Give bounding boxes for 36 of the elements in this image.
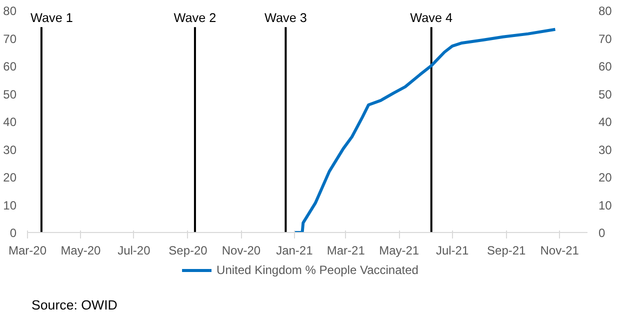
- y2-tick-label: 0: [598, 226, 606, 240]
- x-tick-label: May-21: [379, 244, 420, 258]
- y2-tick-label: 30: [598, 142, 612, 157]
- y-tick-label: 30: [3, 142, 17, 157]
- x-tick-label: Jul-21: [436, 244, 469, 258]
- y-tick-label: 60: [3, 60, 17, 74]
- y-tick-label: 10: [3, 198, 17, 212]
- y2-tick-label: 10: [598, 198, 612, 212]
- y2-tick-label: 80: [598, 4, 612, 18]
- x-tick-label: Jul-20: [118, 244, 151, 258]
- ref-line-label: Wave 1: [30, 11, 73, 26]
- x-tick-label: Sep-21: [487, 244, 526, 258]
- x-tick-label: Mar-20: [8, 244, 47, 258]
- ref-line-label: Wave 4: [410, 11, 453, 26]
- y-tick-label: 40: [3, 115, 17, 129]
- y2-tick-label: 40: [598, 115, 612, 129]
- y-tick-label: 0: [10, 226, 17, 240]
- x-tick-label: Mar-21: [326, 244, 366, 258]
- y-tick-label: 80: [3, 4, 17, 18]
- ref-line-label: Wave 3: [264, 11, 307, 26]
- y-tick-label: 50: [3, 87, 17, 102]
- y2-tick-label: 60: [598, 60, 612, 74]
- source-note: Source: OWID: [32, 298, 118, 312]
- y2-tick-label: 70: [598, 32, 612, 46]
- x-tick-label: Jan-21: [276, 244, 314, 258]
- y2-tick-label: 20: [598, 170, 612, 184]
- y2-tick-label: 50: [598, 87, 612, 102]
- x-tick-label: Nov-20: [222, 244, 261, 258]
- y-tick-label: 20: [3, 170, 17, 184]
- x-tick-label: Nov-21: [540, 244, 580, 258]
- x-tick-label: May-20: [60, 244, 102, 258]
- x-tick-label: Sep-20: [168, 244, 208, 258]
- y-tick-label: 70: [3, 32, 17, 46]
- ref-line-label: Wave 2: [174, 11, 216, 26]
- line-series: [292, 28, 557, 232]
- legend-label: United Kingdom % People Vaccinated: [216, 263, 418, 277]
